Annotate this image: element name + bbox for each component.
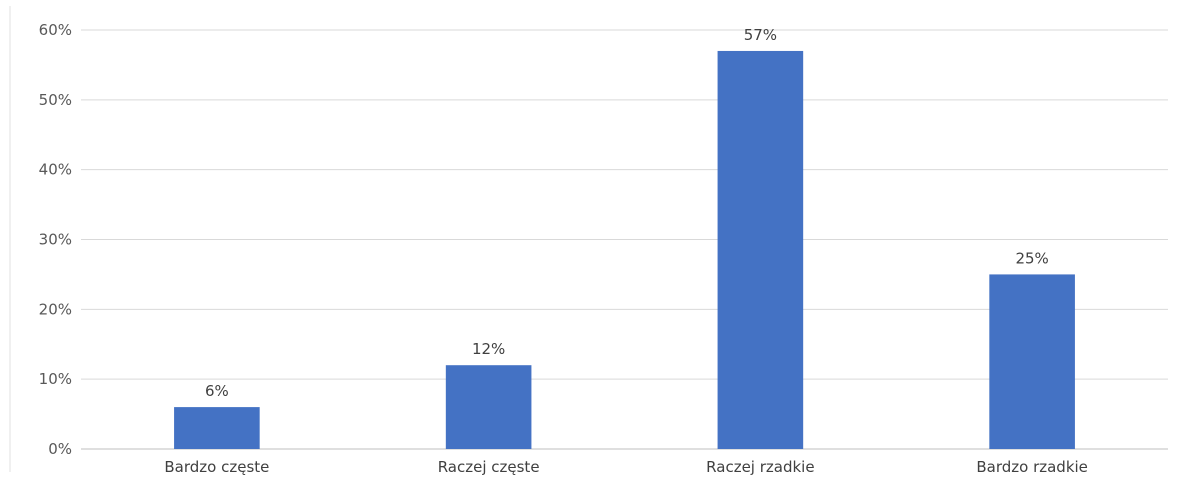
data-labels: 6% 12% 57% 25% (205, 26, 1049, 400)
data-label: 25% (1015, 249, 1048, 267)
y-tick-label: 60% (39, 21, 72, 39)
y-axis-tick-labels: 0% 10% 20% 30% 40% 50% 60% (39, 21, 72, 458)
x-category-label: Bardzo częste (164, 458, 269, 476)
x-category-label: Raczej rzadkie (706, 458, 814, 476)
bar (717, 50, 804, 449)
gridlines (81, 29, 1168, 450)
data-label: 57% (744, 26, 777, 44)
bars (174, 50, 1075, 449)
x-category-label: Bardzo rzadkie (976, 458, 1088, 476)
bar (174, 407, 260, 449)
data-label: 6% (205, 382, 229, 400)
y-tick-label: 20% (39, 300, 72, 318)
bar (989, 274, 1075, 449)
bar (445, 365, 532, 449)
x-category-label: Raczej częste (438, 458, 540, 476)
y-tick-label: 10% (39, 370, 72, 388)
y-tick-label: 0% (48, 440, 72, 458)
y-tick-label: 40% (39, 161, 72, 179)
x-axis-category-labels: Bardzo częste Raczej częste Raczej rzadkie… (164, 458, 1088, 476)
data-label: 12% (472, 340, 505, 358)
y-tick-label: 50% (39, 91, 72, 109)
y-tick-label: 30% (39, 231, 72, 249)
